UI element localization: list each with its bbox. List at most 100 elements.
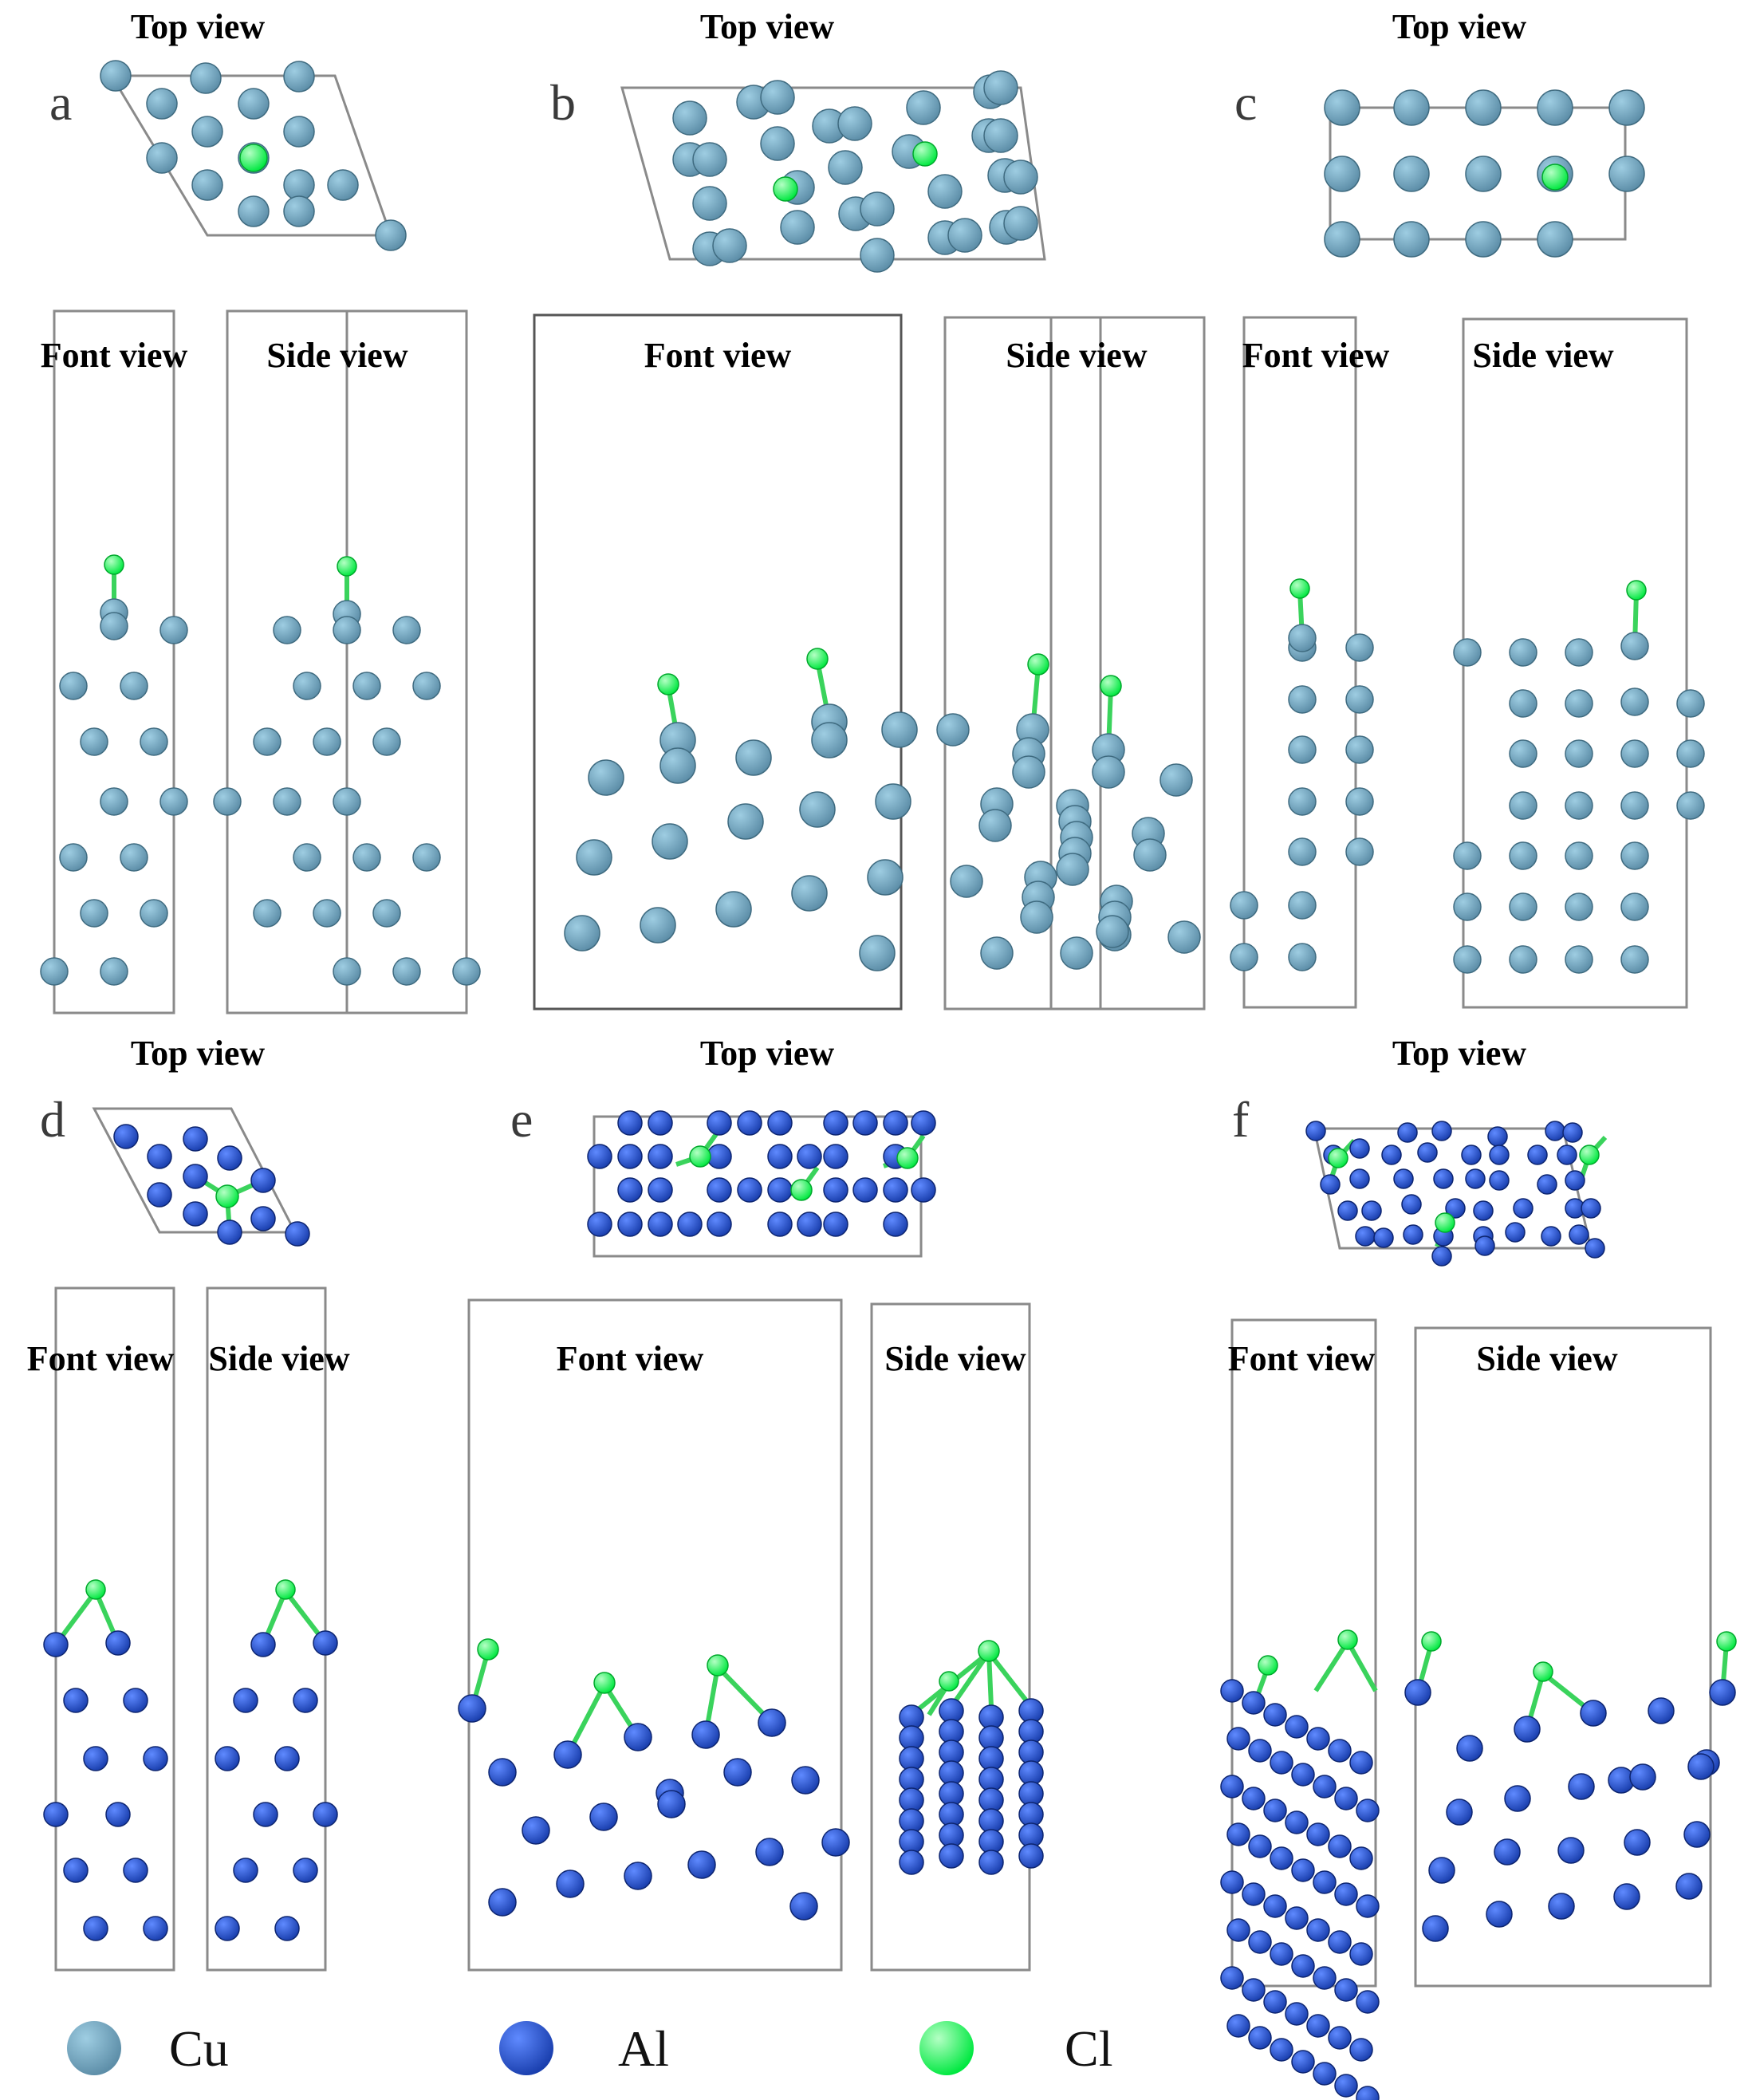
cu-atom (159, 616, 188, 644)
cu-atom (59, 672, 88, 700)
cu-atom (191, 169, 223, 201)
al-atom (274, 1916, 300, 1941)
al-atom (767, 1110, 793, 1136)
al-atom (105, 1802, 131, 1827)
panel-e-front-cl-atom-2 (593, 1672, 616, 1694)
cu-atom (983, 118, 1018, 153)
al-atom (1337, 1200, 1358, 1221)
legend-cu-label: Cu (169, 2020, 229, 2077)
al-atom (63, 1688, 89, 1713)
al-atom (797, 1144, 822, 1169)
al-atom (821, 1828, 850, 1857)
panel-e-top-cl-atom-2 (790, 1179, 813, 1201)
panel-f-side-cell (1414, 1326, 1712, 1988)
cu-atom (273, 787, 301, 816)
panel-a-top-view-label: Top view (131, 7, 266, 46)
al-atom (767, 1144, 793, 1169)
panel-b-side-view-label: Side view (1006, 336, 1147, 375)
cu-atom (1509, 638, 1537, 667)
cu-atom (100, 612, 128, 640)
al-atom (1305, 1121, 1326, 1141)
al-atom (215, 1916, 240, 1941)
panel-e-side-cl-atom-1 (978, 1640, 1000, 1662)
cu-atom (100, 60, 132, 92)
panel-e-side-bond (986, 1651, 1033, 1708)
cu-atom (313, 727, 341, 756)
al-atom (883, 1177, 908, 1203)
al-atom (1263, 1703, 1287, 1727)
panel-f-side-cl-atom-2 (1533, 1661, 1553, 1682)
cu-atom (1608, 89, 1645, 126)
cu-atom (375, 219, 407, 251)
cu-atom (1453, 945, 1482, 974)
al-atom (1356, 2086, 1380, 2100)
cu-atom (392, 616, 421, 644)
al-atom (553, 1740, 582, 1769)
cu-atom (1620, 791, 1649, 820)
al-atom (1320, 1174, 1341, 1195)
al-atom (105, 1630, 131, 1656)
panel-e-label: e (510, 1091, 533, 1148)
al-atom (183, 1126, 208, 1152)
al-atom (1356, 1894, 1380, 1918)
cu-atom (1453, 638, 1482, 667)
al-atom (1270, 1942, 1293, 1966)
al-atom (1349, 1942, 1373, 1966)
al-atom (1356, 1990, 1380, 2014)
al-atom (83, 1916, 108, 1941)
cu-atom (120, 672, 148, 700)
cu-atom (672, 100, 707, 136)
al-atom (1285, 1810, 1309, 1834)
al-atom (1349, 2038, 1373, 2062)
cu-atom (1288, 735, 1317, 764)
al-atom (1334, 1978, 1358, 2002)
al-atom (183, 1201, 208, 1227)
panel-f-front-bond (1313, 1640, 1350, 1692)
al-atom (767, 1212, 793, 1237)
panel-d-label: d (40, 1091, 65, 1148)
al-atom (1263, 1894, 1287, 1918)
al-atom (1226, 1822, 1250, 1846)
panel-e-top-cl-atom-1 (689, 1145, 711, 1168)
cu-atom (950, 865, 983, 898)
al-atom (1306, 1822, 1330, 1846)
al-atom (791, 1766, 820, 1795)
al-atom (1306, 1727, 1330, 1751)
cu-atom (837, 106, 872, 141)
al-atom (911, 1177, 936, 1203)
al-atom (1270, 1751, 1293, 1775)
al-atom (1565, 1170, 1585, 1191)
panel-f-top-cl-atom-2 (1579, 1145, 1600, 1165)
al-atom (737, 1110, 762, 1136)
cu-atom (1453, 892, 1482, 921)
cu-atom (1509, 791, 1537, 820)
al-atom (1465, 1168, 1486, 1189)
al-atom (1248, 1739, 1272, 1763)
al-atom (1361, 1200, 1382, 1221)
al-atom (1334, 1787, 1358, 1810)
cu-atom (1230, 943, 1258, 971)
al-atom (1580, 1700, 1607, 1727)
al-atom (556, 1870, 585, 1898)
panel-e-front-cl-atom-3 (707, 1654, 729, 1676)
al-atom (1474, 1235, 1495, 1256)
cu-atom (1092, 755, 1125, 789)
al-atom (1461, 1145, 1482, 1165)
legend-al-label: Al (618, 2020, 669, 2077)
cu-atom (1393, 156, 1430, 192)
panel-a-cl-atom (239, 144, 268, 172)
al-atom (737, 1177, 762, 1203)
al-atom (43, 1632, 69, 1657)
al-atom (293, 1858, 318, 1883)
panel-f-side-cl-atom-1 (1421, 1631, 1442, 1652)
al-atom (978, 1850, 1004, 1875)
al-atom (883, 1212, 908, 1237)
panel-e-front-view-label: Font view (557, 1339, 704, 1378)
al-atom (1613, 1883, 1640, 1910)
cu-atom (859, 935, 896, 971)
cu-atom (652, 823, 688, 860)
cu-atom (1565, 689, 1593, 718)
al-atom (123, 1858, 148, 1883)
al-atom (1514, 1716, 1541, 1743)
al-atom (1263, 1990, 1287, 2014)
